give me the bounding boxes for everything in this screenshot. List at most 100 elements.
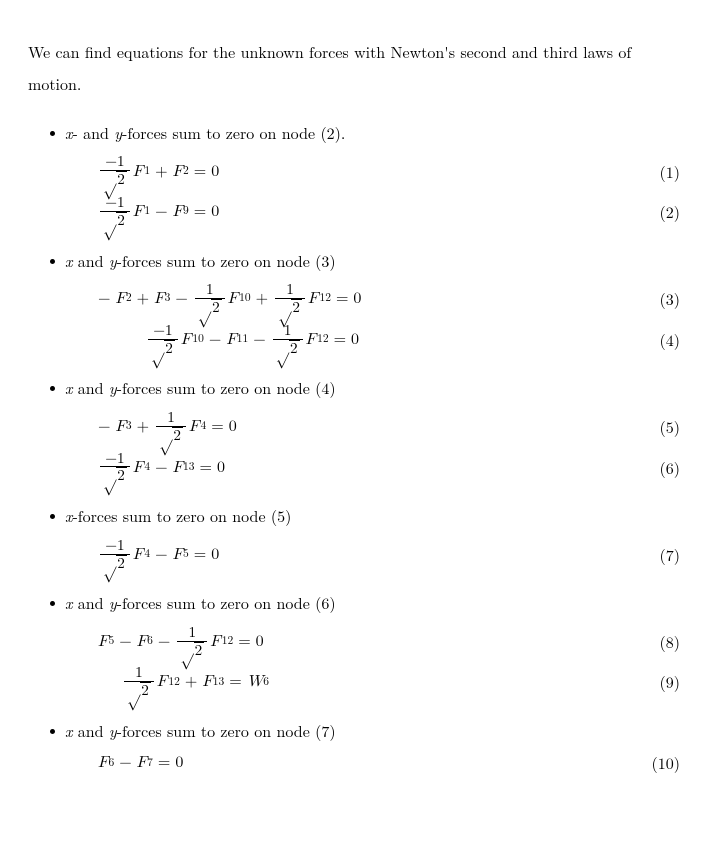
text: - and: [72, 121, 114, 144]
var-F: F: [133, 457, 143, 479]
op-minus: −: [253, 329, 265, 351]
bullet-icon: [50, 386, 55, 391]
equation-block: − F2 + F3 − 1 √2 F10 + 1 √2 F12: [98, 282, 680, 357]
zero: 0: [351, 329, 359, 351]
radicand: 2: [289, 340, 300, 358]
text: -forces sum to zero on node (7): [117, 719, 336, 742]
fraction: 1 √2: [177, 625, 207, 660]
var-y: y: [109, 249, 117, 272]
zero: 0: [217, 457, 225, 479]
bullet-icon: [50, 601, 55, 606]
equation: F6 − F7 = 0 (10): [98, 752, 680, 774]
equation-body: −1 √2 F1 + F2 = 0: [98, 154, 640, 189]
surd-icon: √: [127, 684, 140, 700]
var-F: F: [154, 288, 164, 310]
var-F: F: [306, 329, 316, 351]
fraction: 1 √2: [195, 282, 225, 317]
op-eq: =: [158, 752, 170, 774]
bullet-line: x and y-forces sum to zero on node (7): [50, 720, 680, 742]
numerator: 1: [203, 282, 217, 298]
zero: 0: [175, 752, 183, 774]
var-F: F: [189, 416, 199, 438]
var-F: F: [98, 752, 108, 774]
surd-icon: √: [151, 342, 164, 358]
surd-icon: √: [159, 429, 172, 445]
denominator: √2: [100, 554, 130, 573]
zero: 0: [256, 631, 264, 653]
fraction: 1 √2: [124, 665, 154, 700]
list-item: x-forces sum to zero on node (5) −1 √2 F…: [28, 505, 680, 572]
bullet-icon: [50, 131, 55, 136]
denominator: √2: [273, 339, 303, 358]
op-plus: +: [137, 416, 149, 438]
equation-body: −1 √2 F4 − F5 = 0: [98, 538, 640, 573]
numerator: −1: [102, 451, 127, 467]
op-eq: =: [229, 671, 241, 693]
op-minus: −: [98, 416, 110, 438]
radicand: 2: [194, 642, 205, 660]
var-F: F: [226, 329, 236, 351]
var-F: F: [202, 671, 212, 693]
var-F: F: [181, 329, 191, 351]
bullet-text: x and y-forces sum to zero on node (6): [65, 592, 680, 614]
intro-paragraph: We can find equations for the unknown fo…: [28, 36, 680, 100]
surd-icon: √: [103, 173, 116, 189]
denominator: √2: [177, 641, 207, 660]
equation-body: −1 √2 F4 − F13 = 0: [98, 451, 640, 486]
surd-icon: √: [103, 469, 116, 485]
numerator: −1: [150, 323, 175, 339]
bullet-icon: [50, 514, 55, 519]
var-F: F: [228, 288, 238, 310]
fraction: −1 √2: [100, 538, 130, 573]
surd-icon: √: [278, 301, 291, 317]
bullet-line: x-forces sum to zero on node (5): [50, 505, 680, 527]
op-minus: −: [175, 288, 187, 310]
numerator: −1: [102, 195, 127, 211]
bullet-line: x and y-forces sum to zero on node (4): [50, 377, 680, 399]
bullet-icon: [50, 729, 55, 734]
list-item: x and y-forces sum to zero on node (3) −…: [28, 250, 680, 358]
var-F: F: [173, 457, 183, 479]
equation: −1 √2 F4 − F13 = 0 (6): [98, 451, 680, 486]
equation: −1 √2 F1 − F9 = 0 (2): [98, 195, 680, 230]
denominator: √2: [100, 211, 130, 230]
surd-icon: √: [103, 214, 116, 230]
fraction: −1 √2: [100, 154, 130, 189]
op-minus: −: [209, 329, 221, 351]
equation-block: − F3 + 1 √2 F4 = 0 (5) −1: [98, 410, 680, 485]
fraction: 1 √2: [156, 410, 186, 445]
list-item: x and y-forces sum to zero on node (7) F…: [28, 720, 680, 775]
var-y: y: [109, 591, 117, 614]
var-F: F: [308, 288, 318, 310]
var-F: F: [173, 161, 183, 183]
equation-block: −1 √2 F4 − F5 = 0 (7): [98, 538, 680, 573]
fraction: −1 √2: [148, 323, 178, 358]
var-y: y: [109, 719, 117, 742]
op-minus: −: [155, 544, 167, 566]
op-plus: +: [256, 288, 268, 310]
radicand: 2: [116, 555, 127, 573]
denominator: √2: [195, 298, 225, 317]
op-plus: +: [137, 288, 149, 310]
equation: − F2 + F3 − 1 √2 F10 + 1 √2 F12: [98, 282, 680, 317]
op-eq: =: [211, 416, 223, 438]
numerator: −1: [102, 538, 127, 554]
equation-number: (2): [640, 201, 680, 223]
var-F: F: [133, 201, 143, 223]
fraction: 1 √2: [273, 323, 303, 358]
bullet-text: x- and y-forces sum to zero on node (2).: [65, 122, 680, 144]
bullet-text: x and y-forces sum to zero on node (4): [65, 377, 680, 399]
op-eq: =: [194, 201, 206, 223]
numerator: 1: [132, 665, 146, 681]
equation-number: (8): [640, 631, 680, 653]
bullet-text: x-forces sum to zero on node (5): [65, 505, 680, 527]
var-F: F: [173, 201, 183, 223]
equation-number: (4): [640, 329, 680, 351]
text: and: [72, 591, 108, 614]
zero: 0: [229, 416, 237, 438]
numerator: −1: [102, 154, 127, 170]
radicand: 2: [291, 299, 302, 317]
var-W: W: [247, 671, 263, 693]
var-F: F: [98, 631, 108, 653]
equation-body: − F2 + F3 − 1 √2 F10 + 1 √2 F12: [98, 282, 640, 317]
